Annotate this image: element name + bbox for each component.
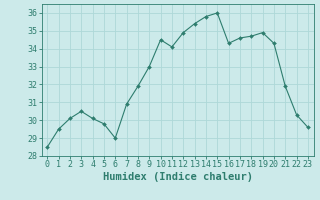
X-axis label: Humidex (Indice chaleur): Humidex (Indice chaleur) xyxy=(103,172,252,182)
